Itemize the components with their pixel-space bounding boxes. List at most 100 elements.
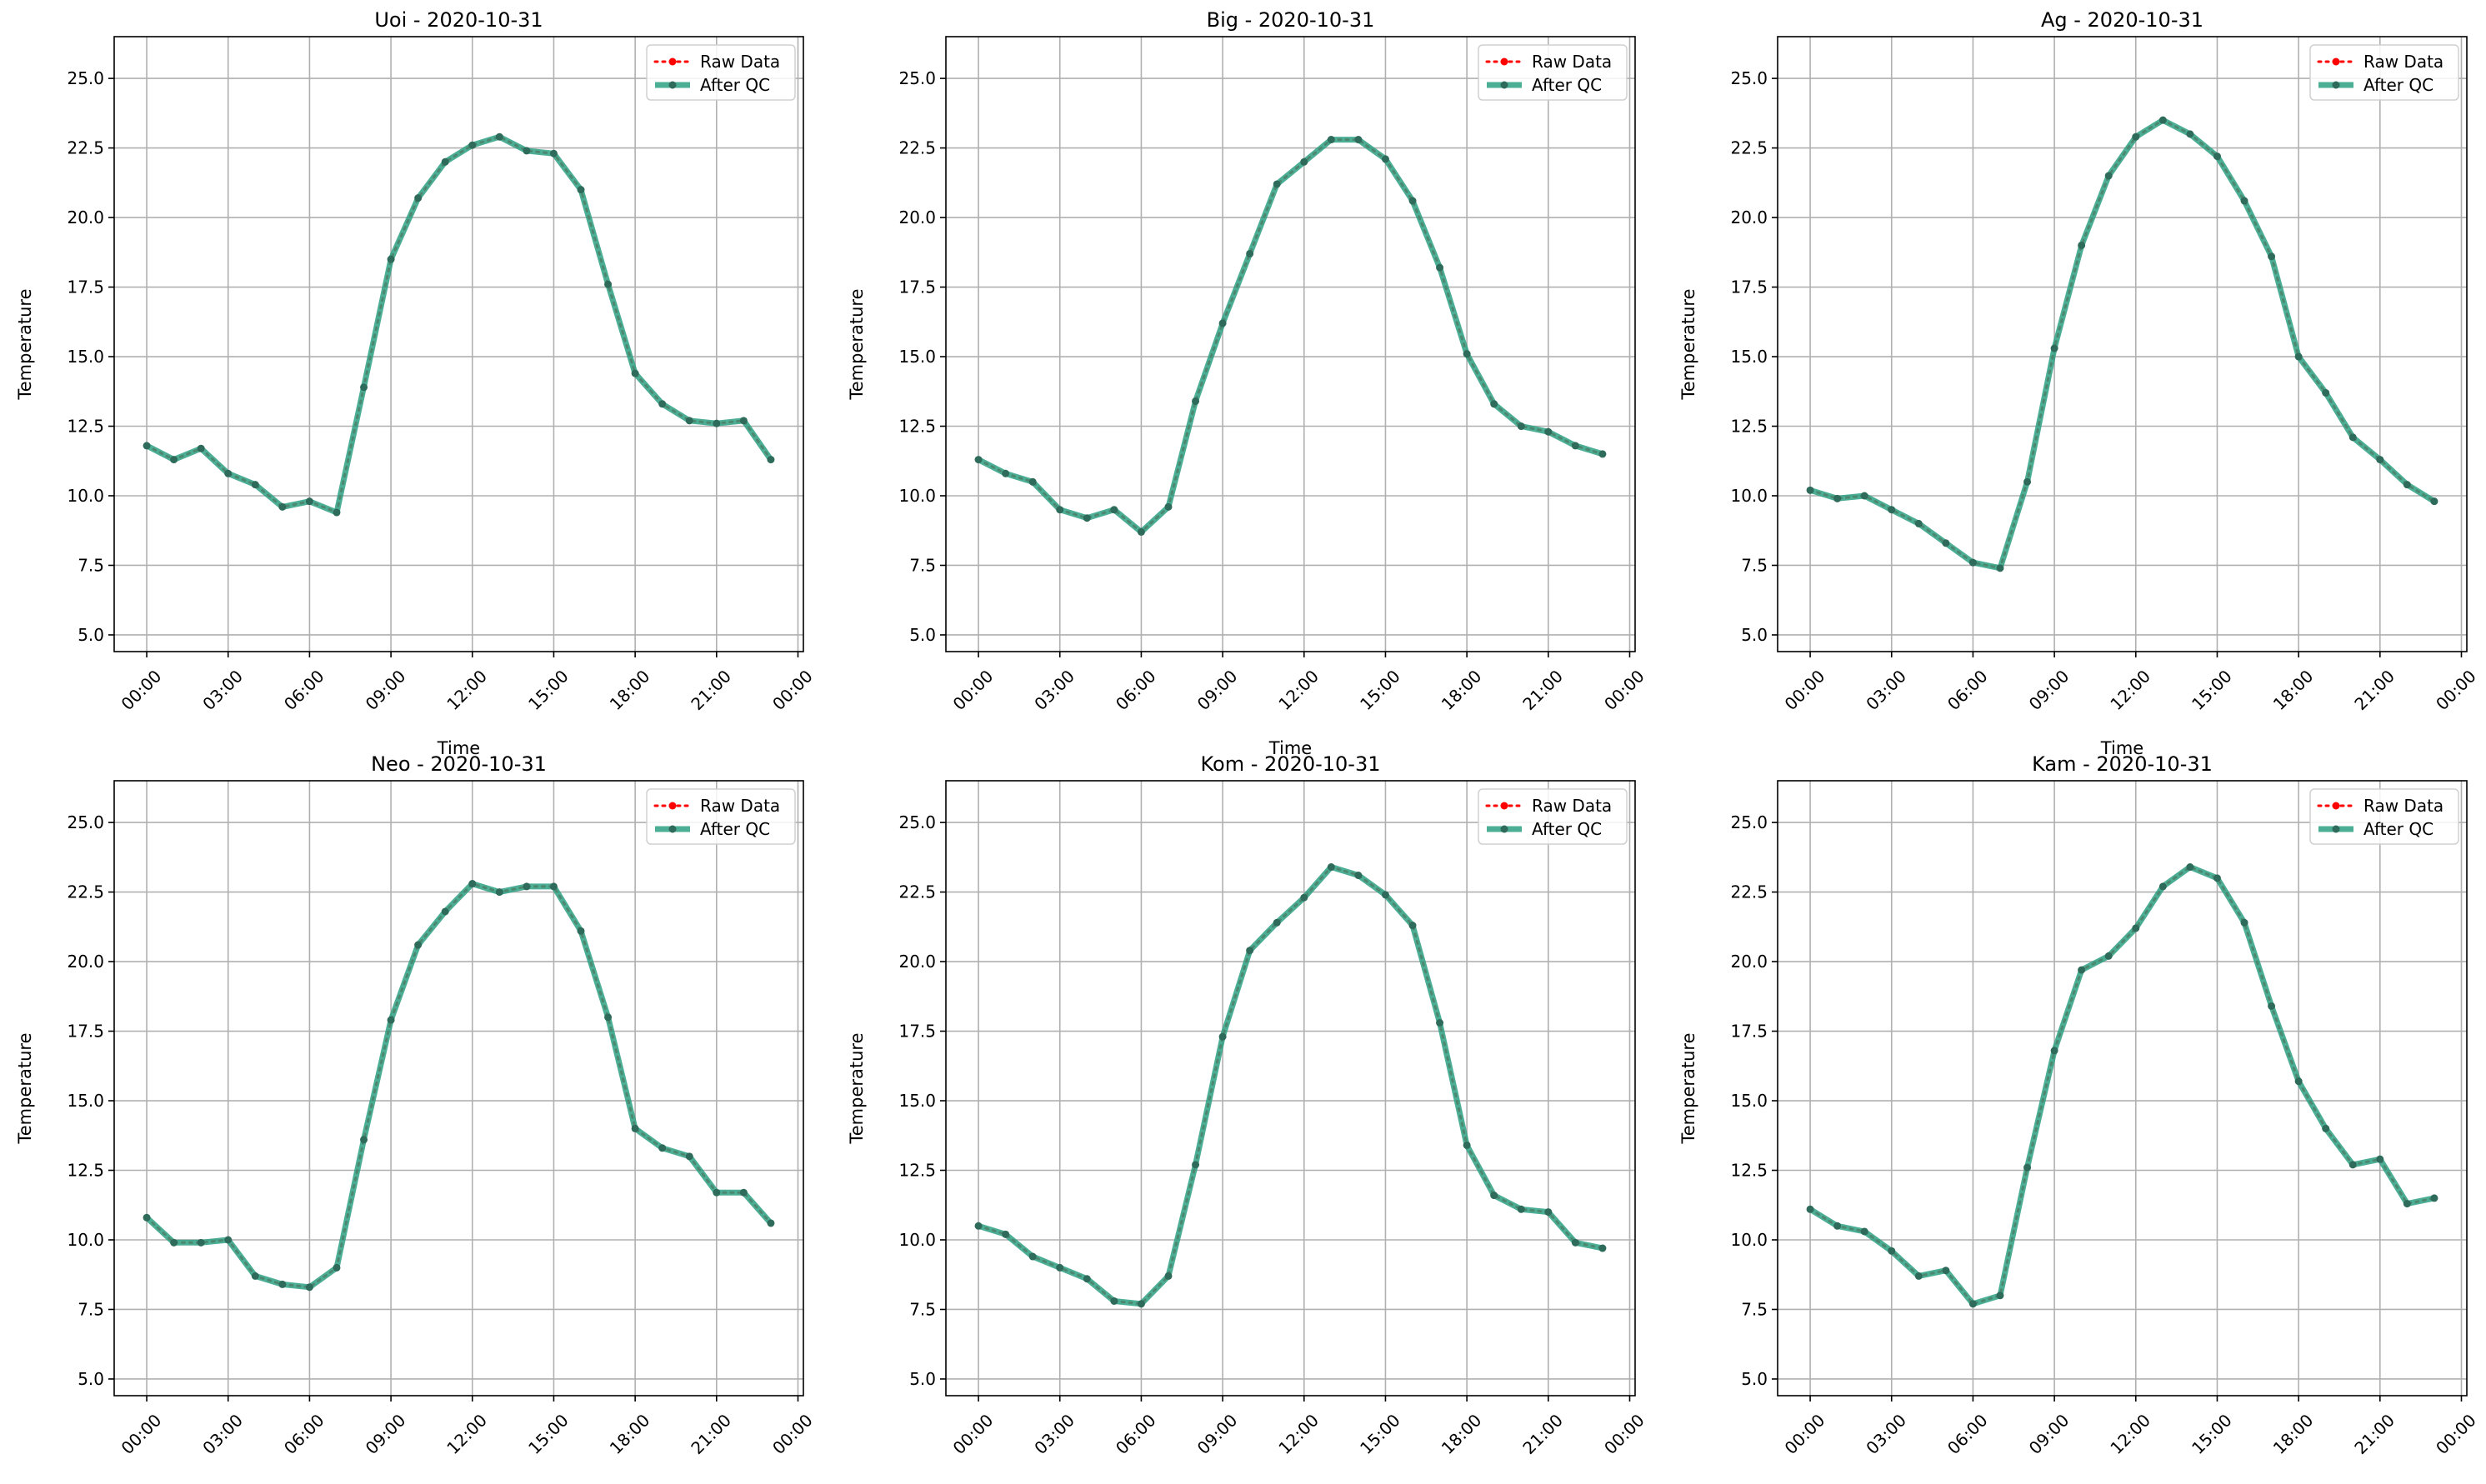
after-qc-point [2132, 924, 2140, 932]
y-tick-label: 5.0 [1741, 1369, 1768, 1389]
after-qc-line [978, 864, 1603, 1307]
legend-raw-marker [1500, 802, 1508, 810]
after-qc-point [1327, 863, 1335, 872]
legend-qc-marker [668, 825, 677, 833]
legend: Raw Data After QC [1478, 788, 1628, 845]
raw-data-line [145, 882, 773, 1289]
raw-data-line [977, 865, 1604, 1306]
axes-frame [113, 780, 804, 1397]
y-tick-label: 25.0 [67, 68, 104, 88]
after-qc-point [2023, 477, 2032, 486]
after-qc-point [1517, 422, 1525, 431]
after-qc-point [2322, 1124, 2330, 1132]
x-tick-label: 21:00 [1518, 1410, 1567, 1458]
after-qc-point [1860, 492, 1868, 500]
after-qc-point [713, 1188, 721, 1197]
x-tick-label: 18:00 [2269, 1410, 2318, 1458]
after-qc-point [523, 147, 531, 155]
x-tick-label: 12:00 [2106, 1410, 2154, 1458]
x-tick-label: 00:00 [1600, 1410, 1648, 1458]
raw-data-line [977, 138, 1604, 534]
after-qc-point [1028, 477, 1037, 486]
after-qc-point [224, 1236, 233, 1244]
after-qc-point [685, 1152, 693, 1161]
y-tick-label: 15.0 [898, 347, 936, 367]
y-tick-label: 10.0 [1730, 486, 1768, 506]
chart-panel-2: 5.0 7.5 10.0 12.5 15.0 17.5 20.0 22.5 25.0 00:00 0… [1678, 8, 2480, 758]
chart-title: Uoi - 2020-10-31 [374, 8, 543, 32]
x-tick-label: 00:00 [118, 1410, 166, 1458]
after-qc-point [2213, 874, 2221, 882]
after-qc-point [658, 1144, 667, 1152]
after-qc-point [2430, 497, 2438, 506]
after-qc-point [2322, 388, 2330, 397]
after-qc-point [1436, 263, 1444, 272]
y-tick-label: 7.5 [78, 1299, 104, 1319]
axes-frame [1777, 780, 2468, 1397]
x-tick-label: 12:00 [443, 1410, 491, 1458]
after-qc-point [2078, 966, 2086, 974]
y-tick-label: 12.5 [1730, 1161, 1768, 1181]
y-tick-label: 10.0 [67, 486, 104, 506]
after-qc-point [1942, 1267, 1950, 1275]
chart-panel-3: 5.0 7.5 10.0 12.5 15.0 17.5 20.0 22.5 25.0 00:00 0… [15, 752, 817, 1484]
after-qc-point [1490, 1192, 1498, 1200]
y-tick-label: 12.5 [1730, 417, 1768, 437]
after-qc-point [1463, 1141, 1471, 1149]
after-qc-point [523, 882, 531, 891]
legend-raw-label: Raw Data [2363, 52, 2443, 72]
after-qc-point [631, 1124, 639, 1132]
after-qc-point [1273, 918, 1281, 927]
x-axis-label: Time [2100, 738, 2143, 758]
y-tick-label: 20.0 [67, 207, 104, 227]
y-tick-label: 15.0 [898, 1091, 936, 1111]
x-tick-label: 09:00 [362, 1410, 410, 1458]
legend: Raw Data After QC [646, 788, 796, 845]
after-qc-point [143, 442, 151, 450]
after-qc-point [1490, 400, 1498, 408]
after-qc-point [441, 157, 449, 166]
after-qc-line [145, 133, 773, 516]
after-qc-point [1137, 1300, 1145, 1308]
x-tick-label: 06:00 [1112, 1410, 1160, 1458]
y-tick-label: 20.0 [67, 952, 104, 972]
after-qc-point [1436, 1019, 1444, 1027]
after-qc-point [197, 444, 205, 452]
x-tick-label: 00:00 [1600, 666, 1648, 714]
after-qc-point [1806, 486, 1814, 494]
after-qc-point [577, 927, 585, 935]
y-tick-label: 7.5 [909, 555, 936, 575]
y-tick-label: 10.0 [1730, 1230, 1768, 1250]
x-tick-label: 00:00 [768, 1410, 817, 1458]
x-tick-label: 06:00 [1112, 666, 1160, 714]
raw-data-line [145, 135, 773, 515]
y-tick-label: 5.0 [78, 625, 104, 645]
after-qc-point [631, 369, 639, 377]
after-qc-point [1463, 350, 1471, 358]
after-qc-point [1833, 494, 1842, 502]
after-qc-point [468, 880, 477, 888]
after-qc-point [2348, 1161, 2357, 1169]
after-qc-point [1833, 1222, 1842, 1230]
y-tick-label: 17.5 [1730, 1022, 1768, 1042]
x-tick-label: 00:00 [1781, 666, 1829, 714]
after-qc-point [1914, 1272, 1923, 1280]
after-qc-point [414, 941, 423, 949]
legend-raw-label: Raw Data [1532, 796, 1612, 816]
chart-panel-0: 5.0 7.5 10.0 12.5 15.0 17.5 20.0 22.5 25.0 00:00 0… [15, 8, 817, 758]
after-qc-point [2158, 116, 2167, 124]
x-tick-label: 18:00 [1438, 1410, 1486, 1458]
after-qc-point [1888, 1247, 1896, 1255]
after-qc-point [333, 1263, 341, 1272]
axes-frame [945, 36, 1636, 652]
after-qc-point [1381, 891, 1389, 899]
legend-raw-marker [668, 57, 677, 66]
after-qc-point [2104, 172, 2113, 180]
after-qc-point [414, 194, 423, 202]
after-qc-point [170, 1238, 178, 1247]
after-qc-line [1808, 864, 2435, 1307]
after-qc-line [144, 881, 773, 1291]
legend-qc-label: After QC [700, 819, 770, 839]
after-qc-point [1942, 539, 1950, 547]
